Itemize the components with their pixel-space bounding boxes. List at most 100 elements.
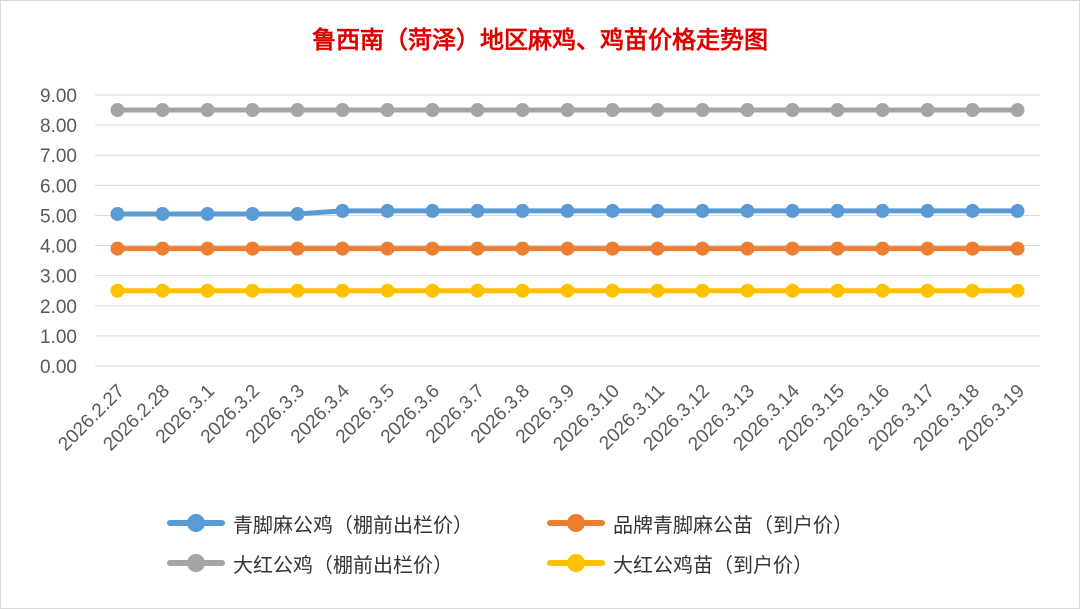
data-point bbox=[515, 203, 530, 218]
legend-label: 大红公鸡（棚前出栏价） bbox=[233, 552, 453, 577]
data-point bbox=[650, 241, 665, 256]
data-point bbox=[470, 203, 485, 218]
data-point bbox=[1010, 203, 1025, 218]
y-tick-label: 1.00 bbox=[40, 327, 77, 348]
data-point bbox=[335, 103, 350, 118]
data-point bbox=[200, 103, 215, 118]
data-point bbox=[515, 283, 530, 298]
data-point bbox=[110, 206, 125, 221]
data-point bbox=[740, 103, 755, 118]
data-point bbox=[200, 241, 215, 256]
data-point bbox=[695, 103, 710, 118]
legend-marker bbox=[165, 552, 227, 574]
data-point bbox=[200, 283, 215, 298]
y-tick-label: 7.00 bbox=[40, 146, 77, 167]
data-point bbox=[290, 206, 305, 221]
data-point bbox=[155, 283, 170, 298]
data-point bbox=[425, 103, 440, 118]
legend-label: 青脚麻公鸡（棚前出栏价） bbox=[233, 512, 473, 537]
data-point bbox=[110, 283, 125, 298]
data-point bbox=[830, 241, 845, 256]
data-point bbox=[605, 283, 620, 298]
data-point bbox=[740, 203, 755, 218]
data-point bbox=[830, 203, 845, 218]
data-point bbox=[650, 283, 665, 298]
data-point bbox=[920, 241, 935, 256]
legend-item: 品牌青脚麻公苗（到户价） bbox=[545, 508, 853, 538]
data-point bbox=[1010, 283, 1025, 298]
data-point bbox=[245, 241, 260, 256]
data-point bbox=[740, 283, 755, 298]
data-point bbox=[650, 103, 665, 118]
series-2 bbox=[110, 103, 1025, 118]
data-point bbox=[830, 283, 845, 298]
data-point bbox=[965, 283, 980, 298]
data-point bbox=[290, 241, 305, 256]
series-1 bbox=[110, 241, 1025, 256]
data-point bbox=[245, 283, 260, 298]
data-point bbox=[560, 283, 575, 298]
data-point bbox=[380, 103, 395, 118]
legend-item: 青脚麻公鸡（棚前出栏价） bbox=[165, 508, 473, 538]
data-point bbox=[785, 203, 800, 218]
data-point bbox=[785, 103, 800, 118]
data-point bbox=[605, 241, 620, 256]
data-point bbox=[110, 103, 125, 118]
series-3 bbox=[110, 283, 1025, 298]
data-point bbox=[200, 206, 215, 221]
data-point bbox=[875, 203, 890, 218]
data-point bbox=[380, 283, 395, 298]
legend-marker bbox=[165, 512, 227, 534]
data-point bbox=[965, 103, 980, 118]
legend-label: 大红公鸡苗（到户价） bbox=[613, 552, 813, 577]
data-point bbox=[560, 103, 575, 118]
data-point bbox=[335, 241, 350, 256]
data-point bbox=[785, 241, 800, 256]
y-tick-label: 8.00 bbox=[40, 116, 77, 137]
data-point bbox=[605, 103, 620, 118]
data-point bbox=[110, 241, 125, 256]
data-point bbox=[785, 283, 800, 298]
data-point bbox=[920, 203, 935, 218]
data-point bbox=[335, 203, 350, 218]
data-point bbox=[245, 206, 260, 221]
data-point bbox=[380, 203, 395, 218]
y-tick-label: 5.00 bbox=[40, 206, 77, 227]
data-point bbox=[695, 283, 710, 298]
data-point bbox=[650, 203, 665, 218]
data-point bbox=[1010, 103, 1025, 118]
y-tick-label: 9.00 bbox=[40, 86, 77, 107]
y-tick-label: 3.00 bbox=[40, 267, 77, 288]
y-tick-label: 2.00 bbox=[40, 297, 77, 318]
legend-marker bbox=[545, 512, 607, 534]
data-point bbox=[335, 283, 350, 298]
data-point bbox=[245, 103, 260, 118]
data-point bbox=[290, 283, 305, 298]
data-point bbox=[965, 203, 980, 218]
data-point bbox=[470, 241, 485, 256]
data-point bbox=[155, 206, 170, 221]
series-0 bbox=[110, 203, 1025, 221]
data-point bbox=[155, 103, 170, 118]
data-point bbox=[290, 103, 305, 118]
data-point bbox=[605, 203, 620, 218]
data-point bbox=[695, 241, 710, 256]
data-point bbox=[920, 103, 935, 118]
data-point bbox=[875, 241, 890, 256]
data-point bbox=[740, 241, 755, 256]
data-point bbox=[875, 103, 890, 118]
data-point bbox=[380, 241, 395, 256]
chart-title: 鲁西南（菏泽）地区麻鸡、鸡苗价格走势图 bbox=[312, 25, 768, 54]
data-point bbox=[830, 103, 845, 118]
data-point bbox=[965, 241, 980, 256]
data-point bbox=[560, 241, 575, 256]
data-point bbox=[920, 283, 935, 298]
y-tick-label: 4.00 bbox=[40, 237, 77, 258]
data-point bbox=[425, 203, 440, 218]
legend-marker bbox=[545, 552, 607, 574]
data-point bbox=[560, 203, 575, 218]
data-point bbox=[695, 203, 710, 218]
legend-label: 品牌青脚麻公苗（到户价） bbox=[613, 512, 853, 537]
data-point bbox=[515, 241, 530, 256]
